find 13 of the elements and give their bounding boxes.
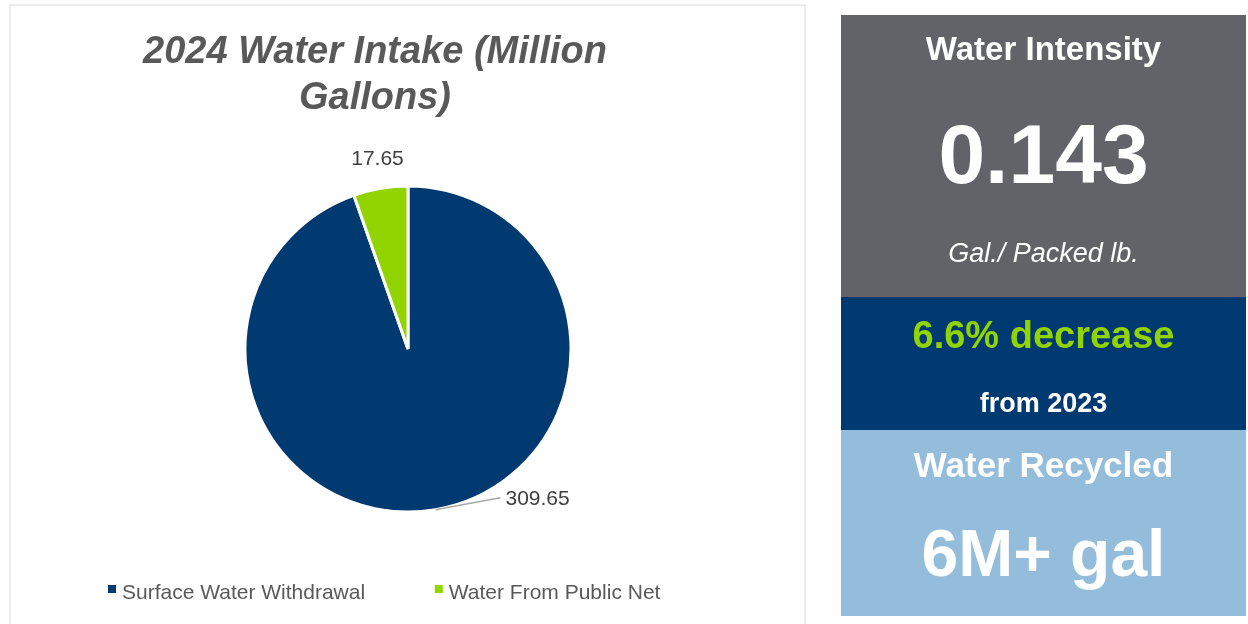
text: Gal./ Packed lb. <box>948 238 1139 268</box>
legend-label: Water From Public Net <box>448 580 661 603</box>
chart-title: 2024 Water Intake (Million Gallons) <box>142 29 607 117</box>
text: 6.6% decrease <box>912 314 1175 356</box>
text: 6M+ gal <box>921 516 1166 590</box>
data-label: 309.65 <box>505 485 570 509</box>
pie-slice <box>243 184 573 514</box>
text: 0.143 <box>938 107 1149 201</box>
text: from 2023 <box>979 388 1108 418</box>
legend-label: Surface Water Withdrawal <box>122 580 366 603</box>
text: Water Intensity <box>925 30 1162 67</box>
text: Water Recycled <box>913 445 1174 484</box>
data-label: 17.65 <box>351 145 404 169</box>
